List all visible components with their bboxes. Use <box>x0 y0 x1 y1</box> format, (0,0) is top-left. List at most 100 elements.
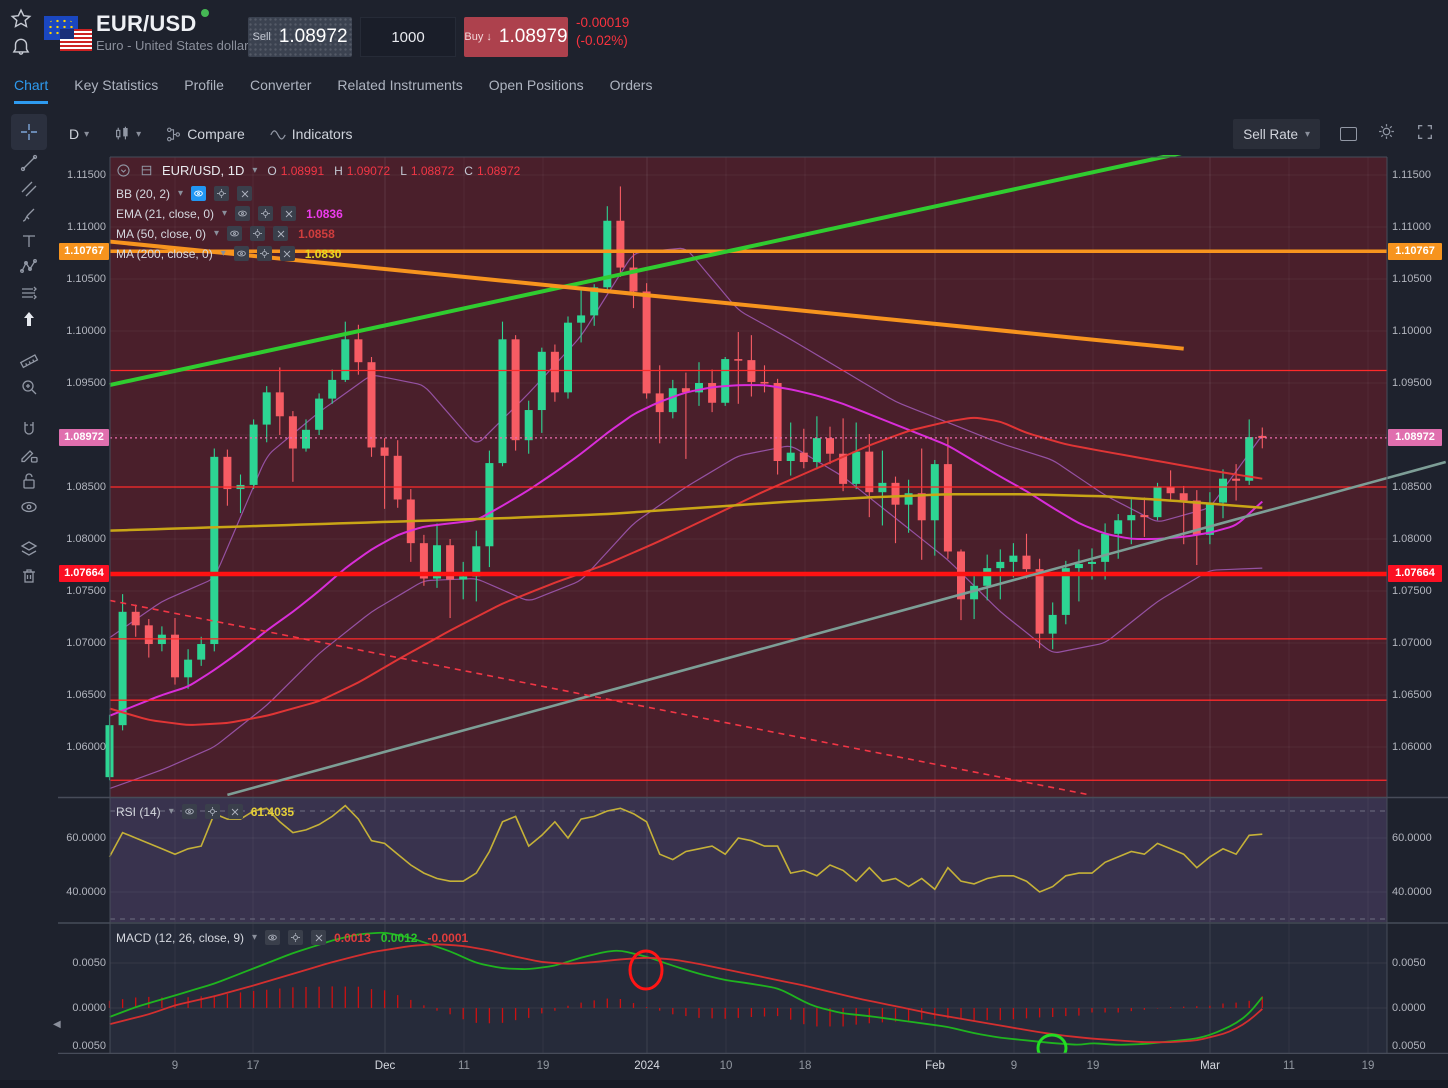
tab-related-instruments[interactable]: Related Instruments <box>337 77 463 93</box>
ruler-icon[interactable] <box>12 348 46 374</box>
chart-toolbar-right: Sell Rate ▾ <box>1233 119 1434 149</box>
close-icon[interactable] <box>237 186 253 201</box>
drawing-toolbar <box>0 150 58 588</box>
quantity-value: 1000 <box>391 28 425 46</box>
lock-icon[interactable] <box>12 468 46 494</box>
trend-line-icon[interactable] <box>12 150 46 176</box>
time-label: 11 <box>458 1060 470 1072</box>
ohlc-open-value: 1.08991 <box>280 163 325 178</box>
compare-button[interactable]: Compare <box>156 119 254 149</box>
ohlc-low-value: 1.08872 <box>410 163 455 178</box>
close-icon[interactable] <box>311 930 327 945</box>
brush-icon[interactable] <box>12 202 46 228</box>
layers-icon[interactable] <box>12 536 46 562</box>
parallel-channel-icon[interactable] <box>12 176 46 202</box>
chevron-down-icon[interactable]: ▾ <box>222 208 228 219</box>
eye-icon[interactable] <box>233 246 249 261</box>
chevron-down-icon[interactable]: ▾ <box>168 806 174 817</box>
chevron-down-icon: ▾ <box>1304 128 1310 140</box>
timeframe-dropdown[interactable]: D ▾ <box>69 126 90 142</box>
legend-symbol[interactable]: EUR/USD, 1D <box>162 163 245 178</box>
magnet-icon[interactable] <box>12 416 46 442</box>
price-level-badge: 1.10767 <box>1388 242 1442 260</box>
chevron-down-icon: ▾ <box>84 128 90 140</box>
sell-button[interactable]: Sell 1.08972 <box>248 17 352 57</box>
price-label: 1.07500 <box>66 585 106 597</box>
price-label: 1.11000 <box>67 221 106 233</box>
pane-maximize-icon[interactable] <box>139 163 154 178</box>
zoom-in-icon[interactable] <box>12 374 46 400</box>
change-percent: (-0.02%) <box>576 33 628 48</box>
forecast-icon[interactable] <box>12 280 46 306</box>
gear-icon[interactable] <box>204 804 220 819</box>
gear-icon[interactable] <box>258 206 274 221</box>
pane-collapse-icon[interactable] <box>116 163 131 178</box>
quantity-input[interactable]: 1000 <box>360 17 456 57</box>
fullscreen-icon[interactable] <box>1416 123 1434 146</box>
hide-drawings-icon[interactable] <box>12 494 46 520</box>
tab-key-statistics[interactable]: Key Statistics <box>74 77 159 93</box>
eye-icon[interactable] <box>181 804 197 819</box>
close-icon[interactable] <box>281 206 297 221</box>
indicator-name[interactable]: MA (200, close, 0) <box>116 246 213 261</box>
eye-icon[interactable] <box>265 930 281 945</box>
chevron-down-icon[interactable]: ▾ <box>178 188 184 199</box>
chevron-down-icon[interactable]: ▾ <box>214 228 220 239</box>
chevron-down-icon[interactable]: ▾ <box>252 932 258 943</box>
trash-icon[interactable] <box>12 562 46 588</box>
gear-icon[interactable] <box>214 186 230 201</box>
chevron-down-icon[interactable]: ▾ <box>220 248 226 259</box>
tab-chart[interactable]: Chart <box>14 66 49 104</box>
candlestick-icon <box>116 126 128 140</box>
chart-type-dropdown[interactable]: ▾ <box>104 119 150 149</box>
price-level-badge: 1.08972 <box>59 429 109 447</box>
eye-icon[interactable] <box>191 186 207 201</box>
alert-bell-icon[interactable] <box>10 36 36 58</box>
xabcd-pattern-icon[interactable] <box>12 254 46 280</box>
favorite-star-icon[interactable] <box>10 8 36 30</box>
ohlc-open-label: O <box>267 163 277 178</box>
arrow-marker-icon[interactable] <box>12 306 46 332</box>
rsi-name[interactable]: RSI (14) <box>116 804 161 819</box>
tab-converter[interactable]: Converter <box>249 77 312 93</box>
snapshot-icon[interactable] <box>1340 127 1357 141</box>
settings-gear-icon[interactable] <box>1377 122 1396 146</box>
drawing-lock-icon[interactable] <box>12 442 46 468</box>
macd-name[interactable]: MACD (12, 26, close, 9) <box>116 930 245 945</box>
gear-icon[interactable] <box>250 226 266 241</box>
buy-button[interactable]: Buy ↓ 1.08979 <box>464 17 568 57</box>
price-level-badge: 1.08972 <box>1388 429 1442 447</box>
indicator-name[interactable]: BB (20, 2) <box>116 186 171 201</box>
time-label: 19 <box>1361 1060 1375 1072</box>
indicator-name[interactable]: MA (50, close, 0) <box>116 226 207 241</box>
tab-profile[interactable]: Profile <box>184 77 224 93</box>
text-tool-icon[interactable] <box>12 228 46 254</box>
tab-open-positions[interactable]: Open Positions <box>488 77 584 93</box>
gear-icon[interactable] <box>256 246 272 261</box>
price-label: 1.09500 <box>1392 377 1432 389</box>
eye-icon[interactable] <box>235 206 251 221</box>
bottom-strip <box>0 1080 1448 1088</box>
price-chart[interactable] <box>58 155 1448 1054</box>
tab-orders[interactable]: Orders <box>609 77 653 93</box>
pane-scroll-arrow-icon[interactable]: ◀ <box>53 1019 61 1030</box>
gear-icon[interactable] <box>288 930 304 945</box>
close-icon[interactable] <box>273 226 289 241</box>
price-label: 1.11000 <box>1392 221 1431 233</box>
indicator-name[interactable]: EMA (21, close, 0) <box>116 206 215 221</box>
close-icon[interactable] <box>279 246 295 261</box>
macd-axis-label: 0.0050 <box>1392 1040 1426 1052</box>
price-label: 1.06000 <box>1392 741 1432 753</box>
close-icon[interactable] <box>227 804 243 819</box>
price-level-badge: 1.07664 <box>1388 565 1442 583</box>
sell-label: Sell <box>252 31 271 43</box>
crosshair-tool-button[interactable] <box>11 114 47 150</box>
price-label: 1.10000 <box>1392 325 1432 337</box>
eye-icon[interactable] <box>227 226 243 241</box>
price-label: 1.10500 <box>1392 273 1432 285</box>
indicators-button[interactable]: Indicators <box>260 119 362 149</box>
chevron-down-icon[interactable]: ▾ <box>252 165 258 176</box>
price-mode-dropdown[interactable]: Sell Rate ▾ <box>1233 119 1320 149</box>
time-label: 11 <box>1283 1060 1295 1072</box>
